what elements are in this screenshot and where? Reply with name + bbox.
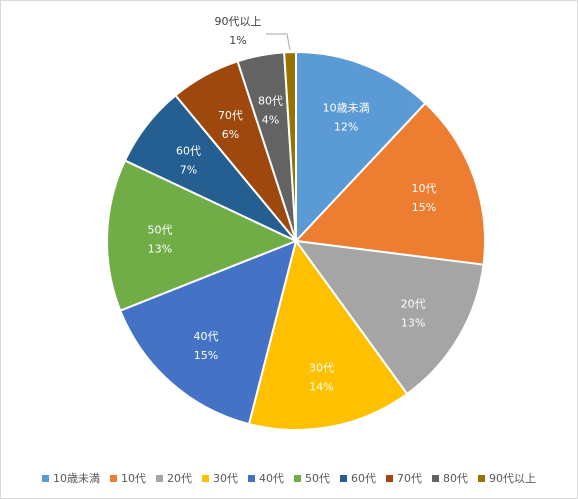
legend-label-0: 10歳未満: [53, 472, 100, 485]
pie-slice-0: [295, 50, 427, 244]
legend-label-6: 60代: [351, 472, 376, 485]
legend-swatch-4: [248, 474, 255, 482]
slice-percent-label-5: 13%: [148, 243, 172, 256]
legend-item-8: 80代: [432, 470, 468, 486]
slice-category-label-6: 60代: [176, 145, 201, 158]
legend-item-6: 60代: [340, 470, 376, 486]
legend-swatch-8: [432, 474, 439, 482]
slice-category-label-5: 50代: [147, 224, 172, 237]
slice-category-label-4: 40代: [194, 330, 219, 343]
legend-swatch-2: [156, 474, 163, 482]
legend-swatch-9: [478, 474, 485, 482]
legend-item-1: 10代: [110, 470, 146, 486]
slice-percent-label-1: 15%: [412, 201, 436, 214]
legend-label-8: 80代: [443, 472, 468, 485]
legend-label-7: 70代: [397, 472, 422, 485]
legend-swatch-7: [386, 474, 393, 482]
slice-percent-label-7: 6%: [222, 128, 239, 141]
legend-label-9: 90代以上: [489, 472, 536, 485]
slice-category-label-3: 30代: [309, 362, 334, 375]
slice-percent-label-0: 12%: [334, 120, 358, 133]
legend-swatch-5: [294, 474, 301, 482]
slice-percent-label-2: 13%: [401, 316, 425, 329]
legend-item-7: 70代: [386, 470, 422, 486]
legend-swatch-6: [340, 474, 347, 482]
slice-percent-label-8: 4%: [262, 113, 279, 126]
slice-category-label-9: 90代以上: [215, 15, 262, 28]
leader-line-9: [266, 33, 291, 51]
slice-percent-label-4: 15%: [194, 349, 218, 362]
slice-percent-label-9: 1%: [229, 34, 246, 47]
legend-swatch-3: [202, 474, 209, 482]
legend-label-5: 50代: [305, 472, 330, 485]
legend-item-4: 40代: [248, 470, 284, 486]
pie-slice-3: [247, 238, 409, 431]
legend-item-2: 20代: [156, 470, 192, 486]
slice-category-label-8: 80代: [258, 94, 283, 107]
pie-slice-5: [106, 159, 299, 312]
legend-label-2: 20代: [167, 472, 192, 485]
pie-slice-2: [293, 239, 485, 396]
legend-swatch-1: [110, 474, 117, 482]
slice-percent-label-6: 7%: [180, 164, 197, 177]
slice-percent-label-3: 14%: [309, 381, 333, 394]
legend-label-4: 40代: [259, 472, 284, 485]
slice-category-label-1: 10代: [412, 182, 437, 195]
pie-slice-9: [283, 50, 297, 242]
legend: 10歳未満 10代 20代 30代 40代 50代 60代 70代 80代 90代以上: [0, 468, 578, 488]
legend-label-1: 10代: [121, 472, 146, 485]
pie-slice-4: [118, 239, 298, 426]
slice-category-label-0: 10歳未満: [323, 101, 370, 114]
slice-category-label-2: 20代: [401, 297, 426, 310]
legend-item-5: 50代: [294, 470, 330, 486]
pie-slice-1: [293, 101, 486, 266]
legend-item-0: 10歳未満: [42, 470, 100, 486]
slice-category-label-7: 70代: [218, 109, 243, 122]
legend-swatch-0: [42, 474, 49, 482]
legend-item-9: 90代以上: [478, 470, 536, 486]
legend-label-3: 30代: [213, 472, 238, 485]
legend-item-3: 30代: [202, 470, 238, 486]
